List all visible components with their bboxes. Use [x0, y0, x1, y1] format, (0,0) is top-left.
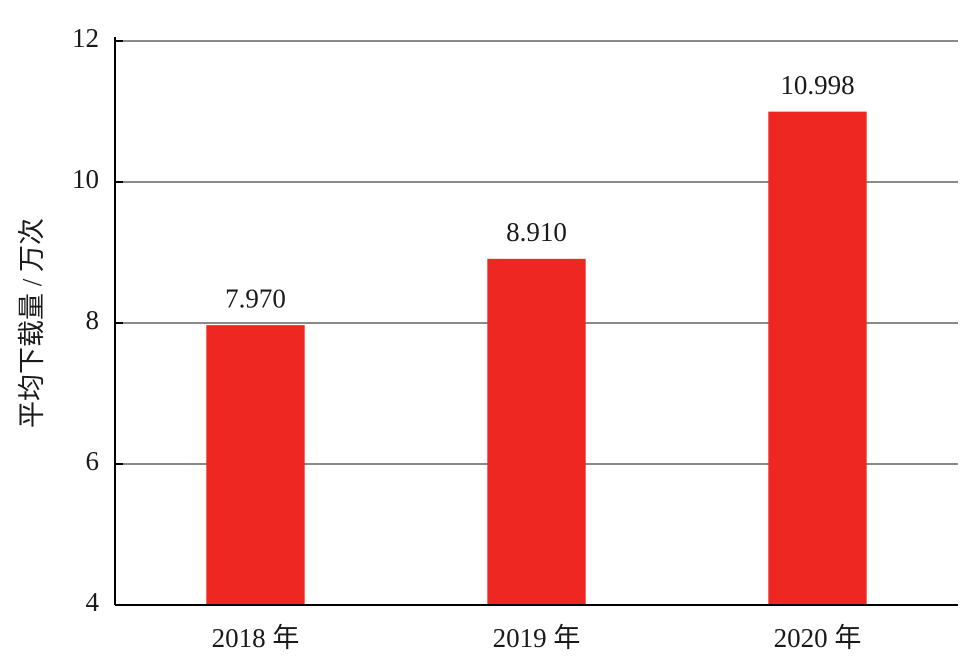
value-label: 8.910: [506, 217, 567, 247]
y-tick-label: 12: [72, 23, 99, 53]
bar: [206, 325, 305, 605]
y-tick-label: 10: [72, 164, 99, 194]
value-label: 10.998: [780, 70, 854, 100]
x-tick-label: 2018 年: [212, 623, 300, 653]
x-tick-label: 2020 年: [774, 623, 862, 653]
y-tick-label: 4: [86, 587, 100, 617]
y-axis-label: 平均下载量 / 万次: [17, 218, 47, 428]
x-tick-label: 2019 年: [493, 623, 581, 653]
y-tick-label: 8: [86, 305, 100, 335]
bar: [768, 111, 867, 606]
value-label: 7.970: [225, 283, 286, 313]
bar: [487, 258, 586, 605]
y-tick-label: 6: [86, 446, 100, 476]
